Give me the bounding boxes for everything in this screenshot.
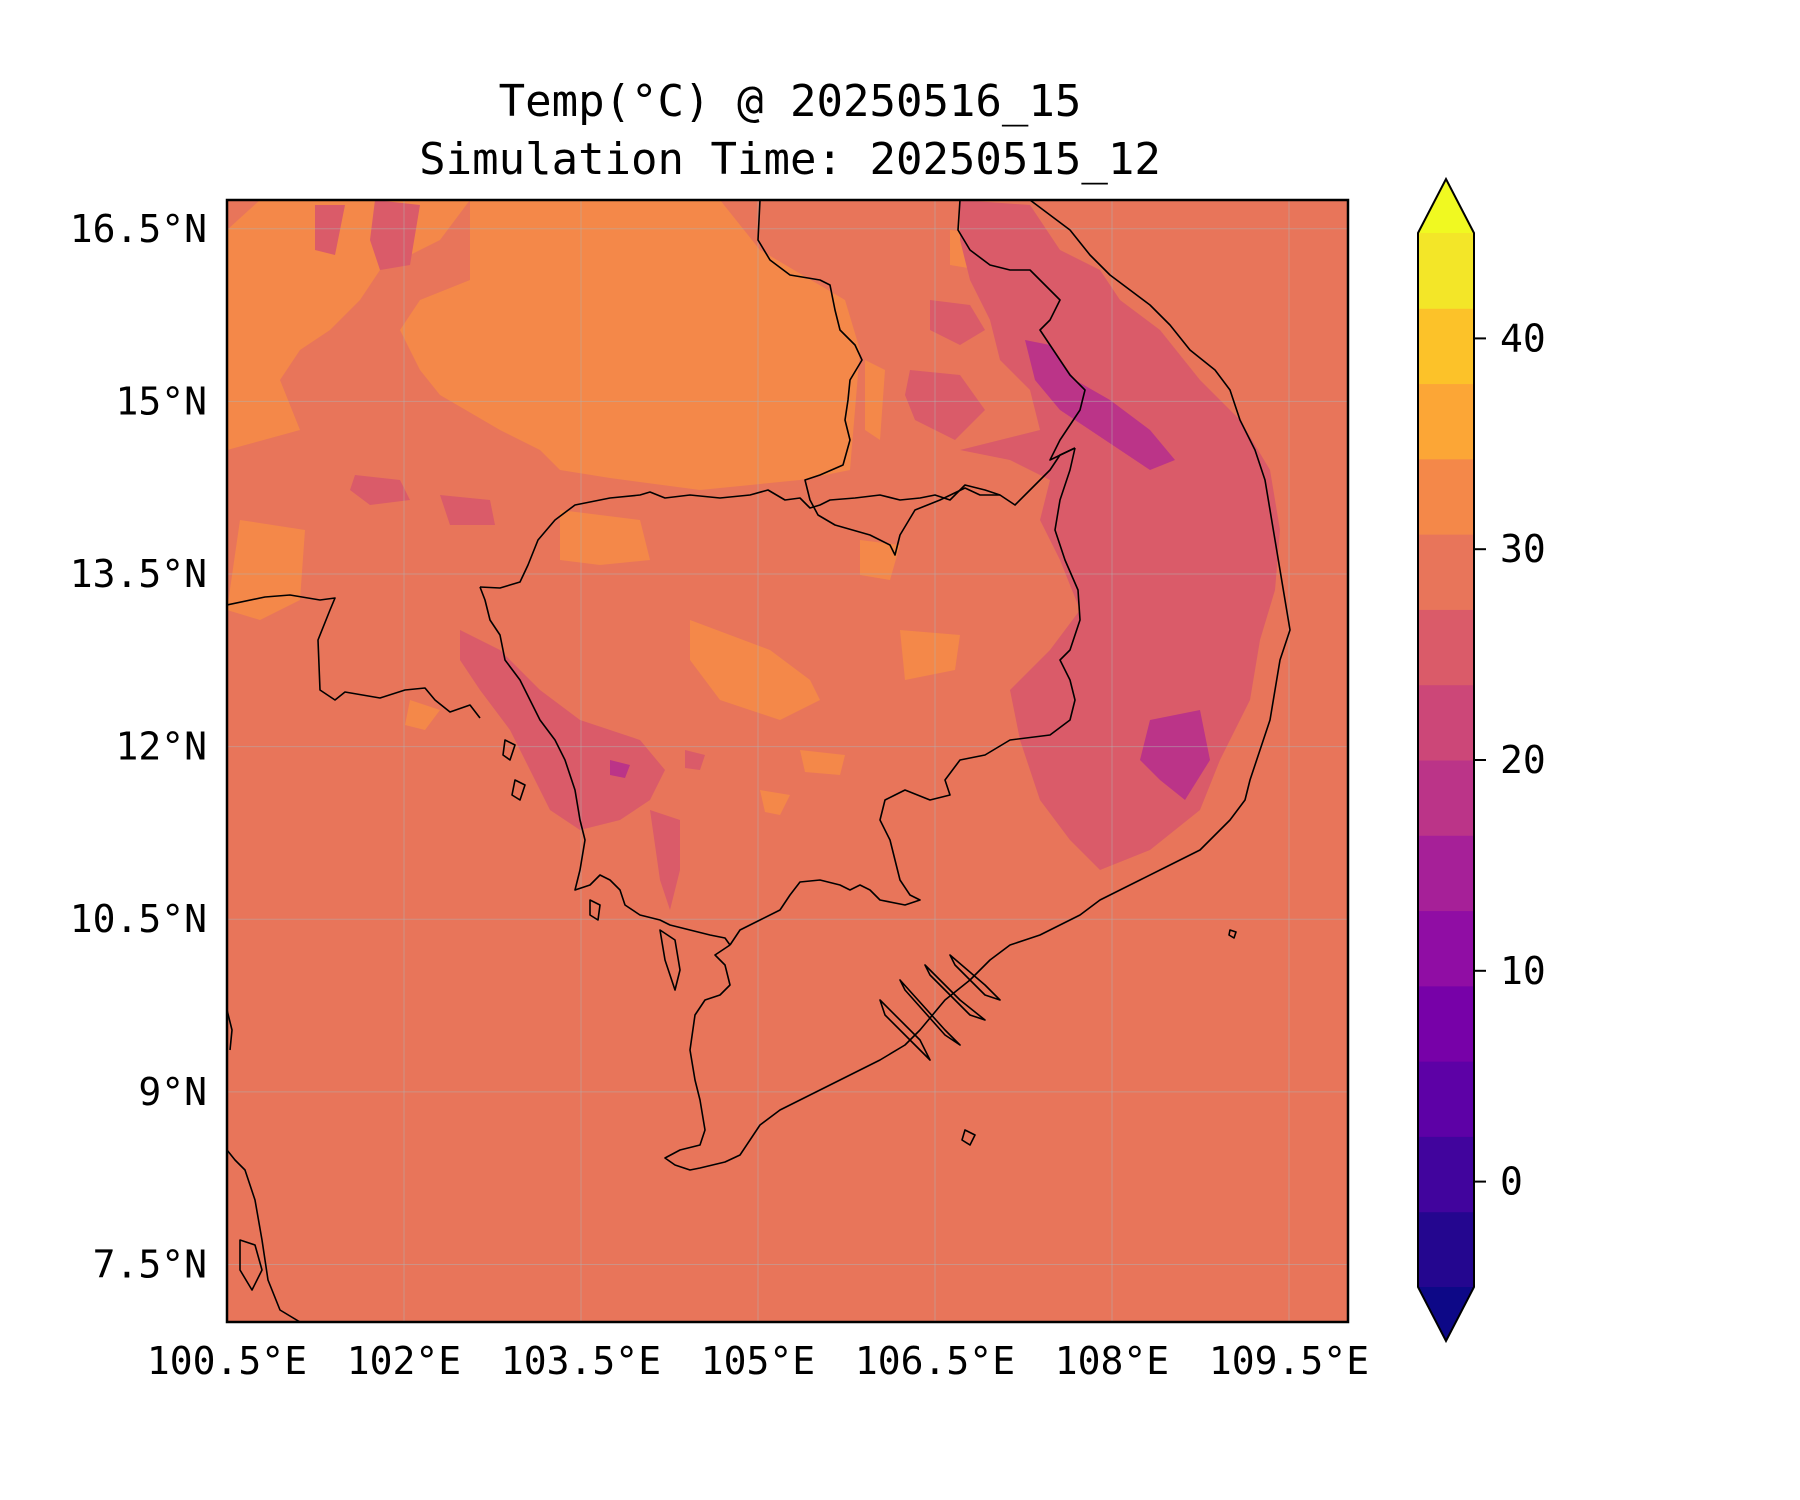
longitude-tick-labels: 100.5°E 102°E 103.5°E 105°E 106.5°E 108°E 109.…	[147, 1339, 1369, 1383]
colorbar-segment	[1418, 910, 1474, 987]
latitude-tick-label: 16.5°N	[70, 207, 207, 251]
cambodia-east-border	[729, 447, 1081, 946]
map-plot-area	[225, 198, 1350, 1324]
longitude-tick-label: 105°E	[701, 1339, 815, 1383]
temperature-colorbar: 40 30 20 10 0	[1417, 176, 1546, 1344]
cambodia-north-border	[479, 447, 1076, 589]
longitude-tick-label: 100.5°E	[147, 1339, 307, 1383]
latitude-tick-labels: 16.5°N 15°N 13.5°N 12°N 10.5°N 9°N 7.5°N	[70, 207, 207, 1287]
contour-30-35-regions	[227, 200, 1000, 815]
colorbar-segment	[1418, 233, 1474, 309]
colorbar-segment	[1418, 458, 1474, 535]
thailand-cambodia-border	[227, 594, 481, 719]
laos-vietnam-border	[757, 200, 1000, 556]
colorbar-segment	[1418, 760, 1474, 836]
colorbar-segment	[1418, 684, 1474, 761]
latitude-tick-label: 15°N	[115, 379, 207, 423]
colorbar-outline	[1417, 176, 1475, 1344]
longitude-tick-label: 103.5°E	[501, 1339, 661, 1383]
small-island-south	[239, 1239, 263, 1291]
colorbar-segment	[1418, 308, 1474, 385]
latitude-tick-label: 9°N	[138, 1070, 207, 1114]
map-frame	[225, 198, 1350, 1324]
latitude-tick-label: 10.5°N	[70, 897, 207, 941]
laos-east-border	[957, 200, 1086, 461]
latitude-tick-label: 13.5°N	[70, 552, 207, 596]
vietnam-coast	[664, 200, 1291, 1171]
colorbar-tick-label: 40	[1500, 316, 1546, 360]
contour-15-20-regions	[610, 340, 1210, 800]
latitude-tick-label: 7.5°N	[93, 1242, 207, 1286]
colorbar-tick-label: 30	[1500, 527, 1546, 571]
colorbar-segment	[1418, 835, 1474, 912]
colorbar-segment	[1418, 985, 1474, 1062]
colorbar-extend-min-arrow	[1418, 1287, 1474, 1341]
thailand-gulf-coast	[227, 1009, 233, 1051]
coastlines-and-borders	[227, 200, 1291, 1322]
longitude-tick-label: 106.5°E	[855, 1339, 1015, 1383]
colorbar-segment	[1418, 1211, 1474, 1288]
longitude-tick-label: 109.5°E	[1209, 1339, 1369, 1383]
colorbar-segment	[1418, 609, 1474, 686]
malaysia-coast	[227, 1149, 301, 1322]
colorbar-tick-label: 0	[1500, 1160, 1523, 1204]
longitude-tick-label: 102°E	[347, 1339, 461, 1383]
colorbar-tick-label: 10	[1500, 949, 1546, 993]
longitude-tick-label: 108°E	[1055, 1339, 1169, 1383]
gulf-islands	[502, 739, 1237, 1146]
cambodia-west-coast	[479, 586, 731, 946]
latitude-tick-label: 12°N	[115, 725, 207, 769]
map-title: Temp(°C) @ 20250516_15	[498, 76, 1082, 127]
colorbar-segment	[1418, 534, 1474, 610]
map-gridlines	[227, 200, 1348, 1322]
colorbar-segment	[1418, 1061, 1474, 1137]
map-subtitle: Simulation Time: 20250515_12	[419, 134, 1161, 185]
colorbar-segment	[1418, 383, 1474, 460]
colorbar-segment	[1418, 1136, 1474, 1213]
colorbar-extend-max-arrow	[1418, 179, 1474, 233]
colorbar-tick-label: 20	[1500, 738, 1546, 782]
mekong-delta-islands	[879, 954, 1001, 1061]
